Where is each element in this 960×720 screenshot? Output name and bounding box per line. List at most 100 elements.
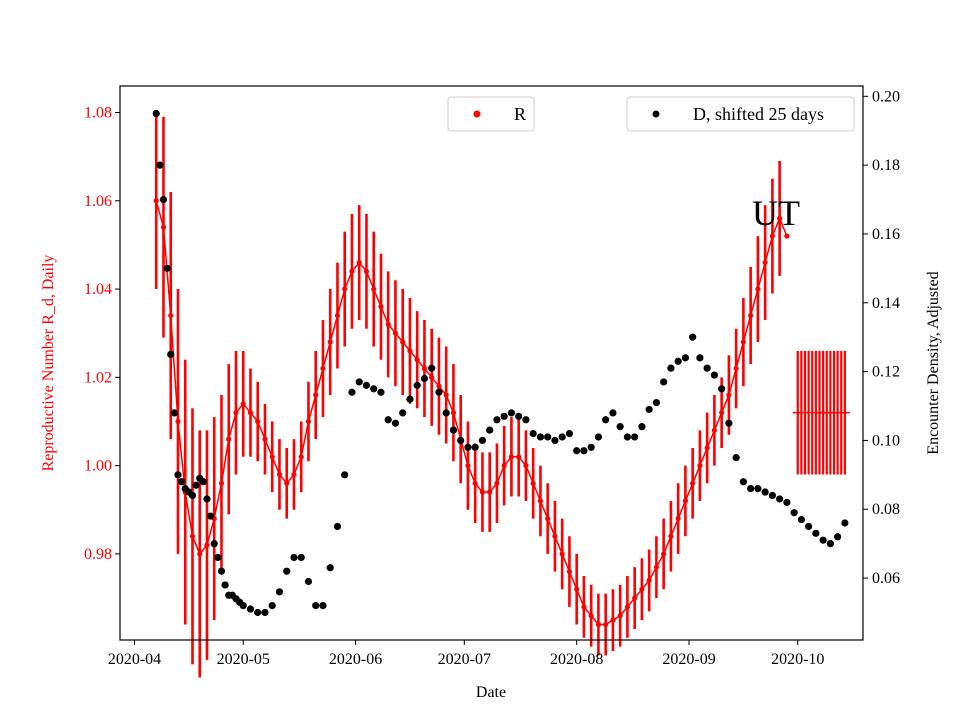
- r-series-line: [155, 200, 788, 626]
- r-point: [501, 463, 507, 469]
- r-point: [581, 604, 587, 610]
- right-y-axis: 0.06 0.08 0.10 0.12 0.14 0.16 0.18 0.20: [863, 88, 900, 587]
- d-point: [188, 491, 197, 500]
- r-point: [704, 445, 710, 451]
- r-point: [327, 339, 333, 345]
- r-point: [646, 577, 652, 584]
- d-point: [703, 364, 711, 372]
- r-point: [487, 489, 493, 495]
- d-point: [304, 577, 313, 586]
- d-point: [754, 484, 762, 493]
- left-y-tick-label: 1.02: [84, 369, 112, 386]
- d-point: [174, 471, 182, 479]
- r-point: [537, 498, 544, 504]
- r-point: [342, 286, 348, 292]
- r-point: [400, 339, 406, 345]
- r-point: [530, 480, 536, 486]
- legend-d-box: [626, 96, 855, 132]
- d-point: [199, 478, 207, 486]
- right-y-tick-label: 0.12: [872, 364, 900, 381]
- r-point: [559, 551, 565, 557]
- d-point: [478, 436, 487, 445]
- d-point: [312, 601, 320, 610]
- d-point: [797, 515, 805, 524]
- r-point: [494, 480, 500, 486]
- r-point: [574, 586, 580, 592]
- r-point: [291, 471, 297, 478]
- d-point: [783, 498, 791, 506]
- legend-r-marker: [473, 110, 481, 118]
- d-point: [602, 416, 610, 424]
- left-y-tick-label: 1.06: [84, 193, 112, 210]
- d-point: [297, 553, 305, 562]
- d-point: [573, 447, 581, 455]
- d-point: [580, 447, 588, 455]
- r-point: [284, 480, 290, 486]
- d-point: [370, 385, 378, 393]
- d-point: [239, 601, 247, 610]
- legend-d-marker: [652, 110, 660, 118]
- r-point: [719, 410, 725, 416]
- r-point: [436, 383, 442, 389]
- d-point: [594, 433, 603, 441]
- d-point: [167, 350, 175, 358]
- r-point: [675, 516, 681, 522]
- r-point: [320, 365, 326, 372]
- r-point: [653, 564, 660, 570]
- d-point: [544, 433, 552, 441]
- d-point: [761, 488, 769, 496]
- r-point: [740, 339, 746, 345]
- d-point: [217, 567, 226, 575]
- d-point: [732, 454, 740, 462]
- d-point: [623, 433, 632, 441]
- d-point: [362, 381, 371, 389]
- d-point: [464, 443, 472, 451]
- d-point: [551, 436, 559, 445]
- d-point: [406, 395, 414, 403]
- r-point: [784, 233, 790, 239]
- d-point: [652, 398, 661, 407]
- d-point: [841, 519, 849, 527]
- r-point: [240, 401, 246, 407]
- r-point: [255, 418, 261, 425]
- left-y-tick-label: 1.08: [84, 104, 112, 121]
- right-y-tick-label: 0.16: [872, 226, 900, 243]
- d-point: [522, 416, 530, 424]
- x-tick-label: 2020-06: [329, 651, 382, 668]
- left-y-tick-label: 1.04: [84, 281, 112, 298]
- r-point: [472, 480, 478, 486]
- left-y-axis: 0.98 1.00 1.02 1.04 1.06 1.08: [84, 104, 120, 563]
- r-point: [407, 348, 413, 354]
- flat-errorbar-group: [792, 350, 850, 475]
- d-point: [790, 509, 798, 517]
- r-point: [668, 533, 674, 539]
- r-point: [682, 498, 689, 504]
- r-point: [385, 321, 391, 327]
- d-point: [435, 388, 443, 396]
- r-point: [566, 568, 573, 575]
- d-point: [834, 533, 842, 541]
- r-point: [276, 471, 283, 478]
- r-point: [414, 357, 420, 363]
- d-point: [341, 471, 349, 479]
- r-point: [298, 454, 304, 460]
- r-point: [378, 304, 384, 310]
- x-tick-label: 2020-07: [438, 651, 491, 668]
- r-point: [313, 392, 319, 398]
- plot-frame: [119, 85, 864, 641]
- r-series-group: [153, 112, 790, 678]
- r-point: [479, 489, 486, 495]
- r-point: [153, 198, 159, 204]
- d-point: [210, 540, 218, 548]
- right-y-tick-label: 0.06: [872, 570, 900, 587]
- left-y-tick-label: 0.98: [84, 546, 112, 563]
- x-tick-label: 2020-05: [217, 651, 270, 668]
- d-point: [689, 333, 697, 341]
- d-point: [391, 419, 400, 427]
- d-point: [413, 381, 421, 389]
- r-point: [349, 268, 355, 275]
- d-point: [283, 567, 291, 575]
- r-point: [465, 463, 471, 469]
